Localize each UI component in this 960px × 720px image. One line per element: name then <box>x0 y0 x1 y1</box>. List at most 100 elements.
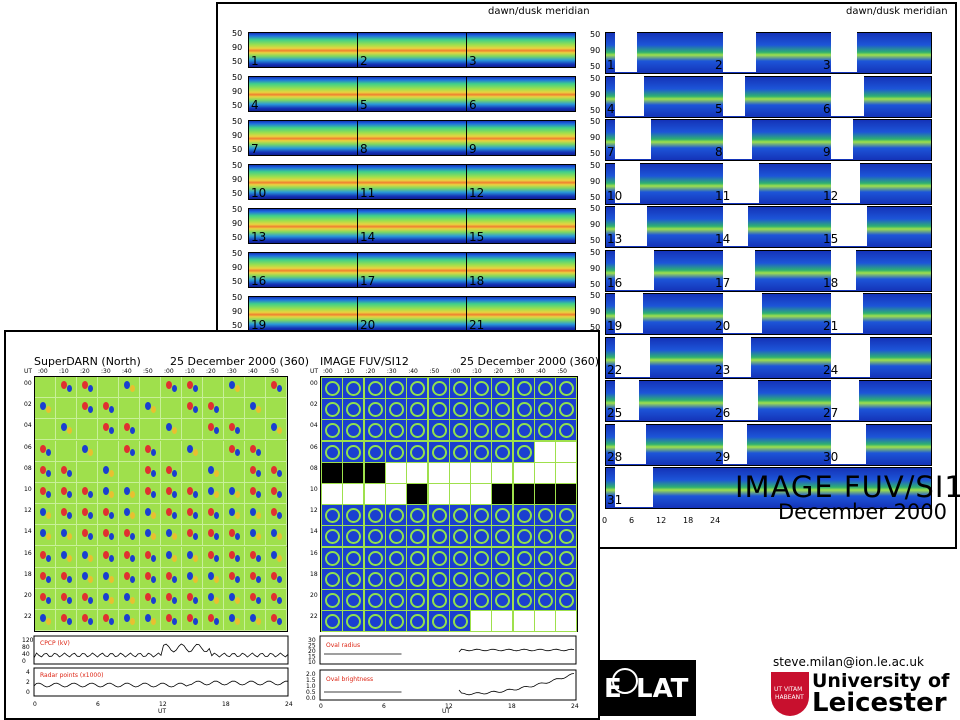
strip-y-tick: 50 <box>232 73 243 82</box>
auroral-image-cell <box>342 440 365 463</box>
oval-brightness-plot-frame <box>319 669 577 701</box>
fuv-data-gap <box>723 423 747 464</box>
convection-cell-negative <box>166 508 172 517</box>
convection-map-cell <box>35 546 56 568</box>
convection-map-cell <box>224 546 245 568</box>
day-label: 8 <box>360 142 368 156</box>
convection-cell-positive <box>235 618 240 626</box>
auroral-image-cell <box>342 419 365 442</box>
auroral-image-cell <box>384 546 407 569</box>
convection-cell-positive <box>109 491 114 498</box>
convection-map-cell <box>98 419 119 441</box>
auroral-image-cell <box>406 589 429 611</box>
auroral-oval <box>367 381 383 396</box>
fuv-y-tick: 50 <box>590 236 601 245</box>
auroral-image-cell <box>491 546 514 569</box>
image-x-tick: 6 <box>382 703 386 710</box>
day-label: 9 <box>469 142 477 156</box>
fuv-day-label: 15 <box>823 232 839 246</box>
convection-cell-negative <box>166 550 172 559</box>
convection-cell-positive <box>256 575 261 583</box>
convection-cell-negative <box>250 614 256 623</box>
auroral-oval <box>346 550 362 566</box>
auroral-image-cell <box>555 546 578 569</box>
auroral-oval <box>538 423 553 439</box>
auroral-image-cell <box>406 546 429 569</box>
image-x-tick: 24 <box>571 703 579 710</box>
convection-map-cell <box>224 589 245 610</box>
auroral-oval <box>452 529 468 545</box>
convection-cell-positive <box>235 427 240 435</box>
convection-map-cell <box>203 377 224 398</box>
convection-map-cell <box>224 377 245 398</box>
auroral-image-cell <box>321 567 343 590</box>
fuv-keogram-row <box>605 249 932 292</box>
auroral-oval <box>516 550 532 566</box>
convection-cell-negative <box>271 508 277 517</box>
convection-cell-negative <box>271 487 277 495</box>
convection-map-cell <box>140 377 161 398</box>
day-divider <box>466 32 467 68</box>
convection-cell-negative <box>40 508 46 517</box>
auroral-oval <box>452 571 468 587</box>
convection-map-cell <box>98 546 119 568</box>
fuv-keogram-row <box>605 380 932 422</box>
oval-brightness-y-tick: 0.0 <box>306 695 316 702</box>
day-label: 18 <box>469 274 485 288</box>
convection-cell-positive <box>193 406 198 414</box>
auroral-image-cell <box>470 610 493 633</box>
convection-map-cell <box>77 440 98 462</box>
convection-cell-positive <box>130 533 135 541</box>
fuv-data-gap <box>831 249 856 290</box>
convection-cell-negative <box>208 550 214 559</box>
convection-cell-negative <box>250 571 256 580</box>
convection-cell-negative <box>103 593 109 601</box>
day-divider <box>357 32 358 68</box>
convection-cell-positive <box>277 427 282 435</box>
auroral-image-cell <box>555 377 578 399</box>
strip-y-tick: 50 <box>232 205 243 214</box>
convection-cell-positive <box>277 597 282 604</box>
auroral-image-cell <box>491 589 514 611</box>
convection-cell-positive <box>109 597 114 604</box>
auroral-oval <box>559 550 575 566</box>
day-label: 15 <box>469 230 485 244</box>
convection-map-cell <box>98 398 119 420</box>
strip-y-tick: 50 <box>232 29 243 38</box>
auroral-oval <box>410 402 426 418</box>
minute-tick: :30 <box>227 368 237 375</box>
auroral-oval <box>559 423 575 439</box>
fuv-data-gap <box>723 249 755 290</box>
fuv-y-tick: 50 <box>590 160 601 170</box>
auroral-image-cell <box>321 504 343 527</box>
hour-tick: 16 <box>24 549 32 557</box>
hour-tick: 06 <box>24 443 32 451</box>
convection-map-cell <box>161 483 182 504</box>
minute-tick: :00 <box>323 368 333 375</box>
auroral-oval <box>367 423 383 439</box>
auroral-image-cell <box>427 419 450 442</box>
auroral-oval <box>367 614 383 630</box>
convection-cell-positive <box>46 533 51 541</box>
auroral-oval <box>346 508 362 524</box>
minute-tick: :50 <box>557 368 567 375</box>
image-date: 25 December 2000 (360) <box>460 355 600 368</box>
minute-tick: :10 <box>344 368 354 375</box>
auroral-image-cell <box>470 419 493 442</box>
image-title: IMAGE FUV/SI12 <box>320 355 409 368</box>
convection-cell-positive <box>256 533 261 541</box>
auroral-image-cell <box>427 610 450 633</box>
convection-cell-positive <box>214 618 219 626</box>
auroral-image-cell <box>406 567 429 590</box>
convection-cell-negative <box>124 381 130 389</box>
keogram-strip <box>248 32 576 68</box>
auroral-image-cell <box>512 589 535 611</box>
fuv-data-gap <box>831 75 864 116</box>
convection-cell-negative <box>82 529 88 538</box>
convection-cell-negative <box>208 529 214 538</box>
convection-cell-positive <box>109 469 114 477</box>
hour-tick: 14 <box>24 528 32 536</box>
meridian-label-right: dawn/dusk meridian <box>846 6 948 17</box>
convection-map-cell <box>266 610 287 632</box>
auroral-image-cell <box>534 461 556 484</box>
